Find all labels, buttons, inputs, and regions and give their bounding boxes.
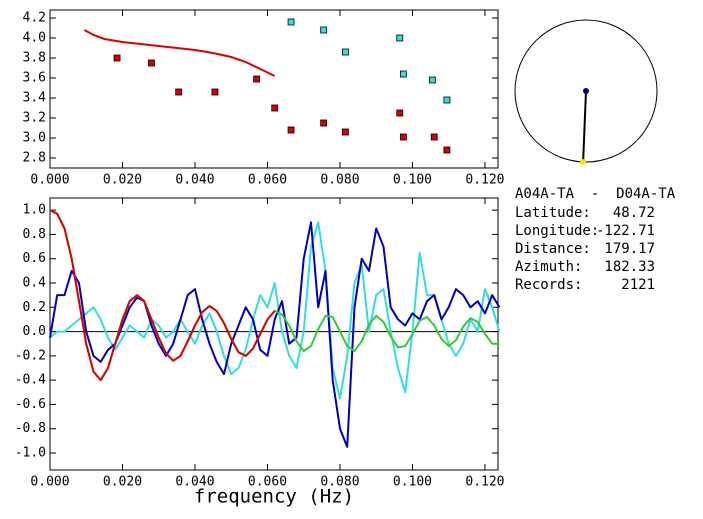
y-tick-label: 3.2 [23, 111, 46, 126]
field-label: Latitude: [515, 205, 591, 221]
x-tick-label: 0.060 [248, 173, 287, 188]
y-tick-label: 3.4 [23, 91, 47, 106]
x-axis-label: frequency (Hz) [194, 486, 354, 508]
plot-frame [49, 9, 499, 169]
x-tick-label: 0.060 [248, 475, 287, 490]
x-tick-label: 0.040 [175, 475, 214, 490]
point [287, 126, 295, 134]
y-tick-label: 2.8 [23, 151, 46, 166]
field-value: -122.71 [596, 223, 655, 239]
x-tick-label: 0.020 [103, 173, 142, 188]
target-dot [580, 158, 587, 165]
point [211, 88, 219, 96]
y-tick-label: -0.6 [15, 397, 46, 412]
point [113, 54, 121, 62]
field-label: Azimuth: [515, 259, 582, 275]
field-value: 2121 [621, 277, 655, 293]
y-tick-label: 0.4 [23, 276, 47, 291]
y-tick-label: -0.8 [15, 421, 46, 436]
point [271, 104, 279, 112]
field-label: Longitude: [515, 223, 599, 239]
x-tick-label: 0.100 [393, 475, 432, 490]
y-tick-label: -1.0 [15, 446, 46, 461]
y-tick-label: 3.0 [23, 131, 46, 146]
x-tick-label: 0.080 [320, 173, 359, 188]
x-tick-label: 0.000 [30, 475, 69, 490]
y-tick-label: -0.2 [15, 348, 46, 363]
point [175, 88, 183, 96]
point [148, 59, 155, 67]
point [320, 26, 328, 34]
point [320, 119, 328, 127]
point [443, 96, 451, 104]
series-line [49, 209, 276, 382]
x-tick-label: 0.120 [465, 475, 504, 490]
y-tick-label: 0.2 [23, 300, 46, 315]
x-tick-label: 0.080 [320, 475, 359, 490]
field-value: 182.33 [604, 259, 655, 275]
point [428, 76, 436, 84]
point [430, 133, 438, 141]
y-tick-label: 0.0 [23, 324, 46, 339]
y-tick-label: 4.0 [23, 31, 46, 46]
y-tick-label: -0.4 [15, 373, 46, 388]
point [253, 75, 261, 83]
point [342, 128, 349, 136]
point [396, 109, 404, 117]
y-tick-label: 3.8 [23, 51, 46, 66]
x-tick-label: 0.120 [465, 173, 504, 188]
point [443, 146, 451, 154]
point [396, 34, 404, 42]
series-line [49, 221, 501, 448]
station-title: A04A-TA - D04A-TA [515, 186, 676, 202]
station-dot [583, 88, 589, 94]
point [287, 18, 295, 26]
point [399, 133, 407, 141]
field-label: Records: [515, 277, 582, 293]
series-line [49, 221, 501, 400]
x-tick-label: 0.040 [175, 173, 214, 188]
x-tick-label: 0.100 [393, 173, 432, 188]
point [399, 70, 407, 78]
x-tick-label: 0.020 [103, 475, 142, 490]
field-label: Distance: [515, 241, 591, 257]
curve [83, 29, 276, 77]
field-value: 48.72 [613, 205, 655, 221]
field-value: 179.17 [604, 241, 655, 257]
y-tick-label: 0.6 [23, 251, 46, 266]
y-tick-label: 0.8 [23, 227, 46, 242]
azimuth-line [582, 90, 587, 162]
x-tick-label: 0.000 [30, 173, 69, 188]
point [342, 48, 349, 56]
y-tick-label: 3.6 [23, 71, 46, 86]
y-tick-label: 1.0 [23, 203, 46, 218]
y-tick-label: 4.2 [23, 11, 46, 26]
